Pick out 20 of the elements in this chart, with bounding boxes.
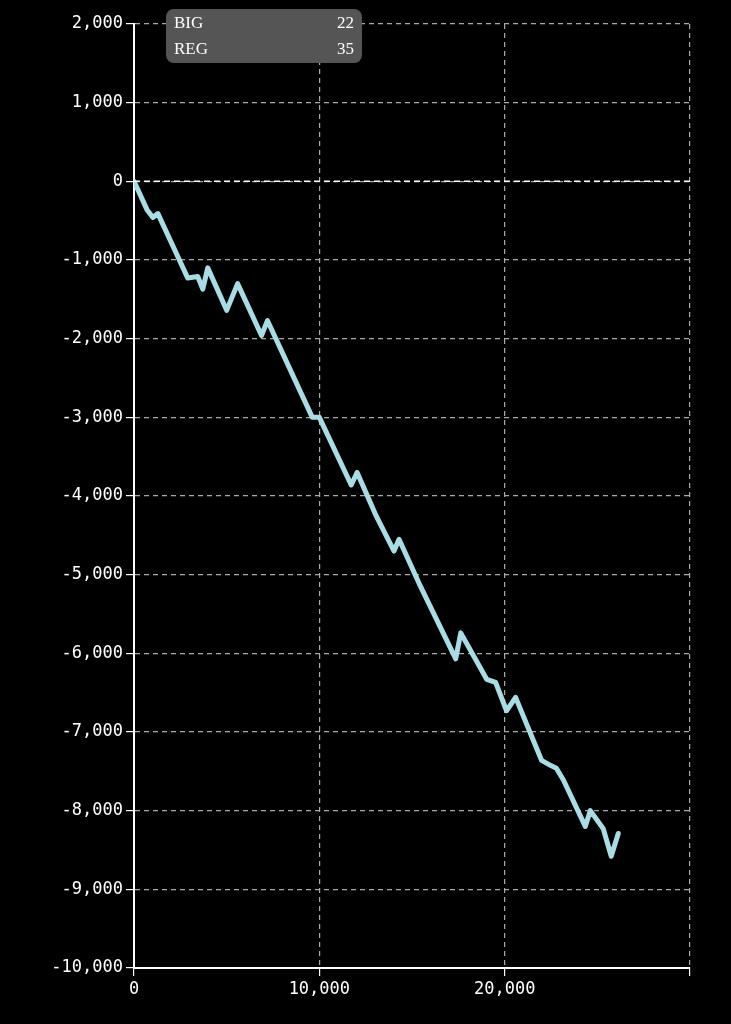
y-tick-label: -3,000 [61,405,123,426]
y-tick-label: -6,000 [61,641,123,662]
y-tick-label: -2,000 [61,327,123,348]
y-tick-label: 0 [112,169,123,190]
y-tick-label: -4,000 [61,484,123,505]
y-tick-label: -10,000 [51,956,123,977]
y-tick-label: -8,000 [61,799,123,820]
annotation: REG [174,39,209,59]
y-tick-label: -7,000 [61,720,123,741]
x-tick-label: 10,000 [288,977,351,998]
y-tick-label: 1,000 [71,91,123,112]
y-tick-label: 2,000 [71,12,123,33]
annotation: 35 [337,39,354,59]
y-tick-label: -5,000 [61,563,123,584]
y-tick-label: -1,000 [61,248,123,269]
x-tick-label: 0 [128,977,140,998]
y-tick-label: -9,000 [61,877,123,898]
annotation: 22 [337,13,354,33]
annotation: BIG [174,13,205,33]
x-tick-label: 20,000 [473,977,536,998]
